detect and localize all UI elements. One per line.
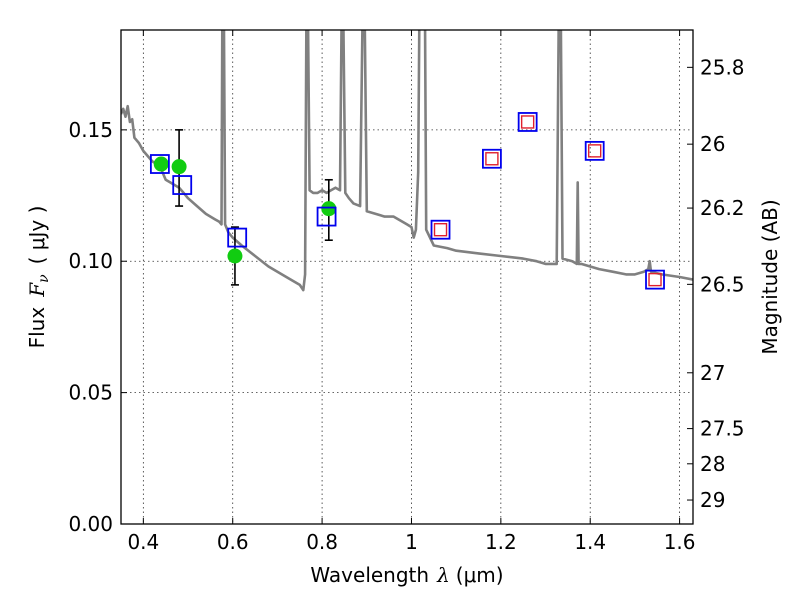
observed-flux-point (227, 248, 243, 264)
predicted-photometry-inner-square (433, 223, 448, 237)
y2-tick-label: 29 (700, 488, 725, 512)
x-tick-label: 1.2 (485, 530, 517, 554)
x-tick-label: 1.6 (664, 530, 696, 554)
model-photometry-square (227, 227, 248, 248)
plot-frame (120, 29, 694, 525)
model-photometry-square (149, 154, 170, 174)
y-tick-label: 0.15 (68, 118, 113, 142)
x-tick-label: 0.8 (306, 530, 338, 554)
y2-tick-label: 25.8 (700, 55, 745, 79)
y-axis-title: FluxFν( μJy ) (25, 206, 52, 349)
model-spectrum-line (121, 30, 693, 292)
model-photometry-square (172, 175, 193, 195)
predicted-photometry-square (482, 148, 502, 169)
y-tick-label: 0.10 (68, 249, 113, 273)
predicted-photometry-square (517, 112, 538, 132)
predicted-photometry-square (430, 219, 451, 240)
grid (121, 30, 693, 524)
predicted-photometry-inner-square (587, 144, 602, 158)
y2-tick-label: 27 (700, 361, 725, 385)
x-tick-label: 1.4 (574, 530, 606, 554)
predicted-photometry-inner-square (648, 272, 662, 287)
axis-ticks: 0.4 0.6 0.8 1 1.2 1.4 1.6 0.00 0.05 0.10 0.15 25.8 2… (68, 30, 745, 554)
x-tick-label: 0.6 (217, 530, 249, 554)
plot-area (121, 30, 693, 292)
y-tick-label: 0.00 (68, 512, 113, 536)
y2-tick-label: 26.5 (700, 272, 745, 296)
predicted-photometry-square (584, 140, 605, 161)
predicted-photometry-inner-square (520, 115, 535, 129)
x-tick-label: 0.4 (127, 530, 159, 554)
model-photometry-square (316, 206, 337, 227)
y2-tick-label: 27.5 (700, 417, 745, 441)
y2-tick-label: 26 (700, 132, 725, 156)
y2-tick-label: 28 (700, 452, 725, 476)
y2-axis-title: Magnitude (AB) (758, 199, 782, 354)
predicted-photometry-inner-square (485, 152, 499, 166)
observed-flux-point (153, 156, 169, 172)
observed-flux-point (171, 159, 187, 175)
y2-tick-label: 26.2 (700, 196, 745, 220)
y-tick-label: 0.05 (68, 381, 113, 405)
observed-flux-point (321, 201, 337, 217)
predicted-photometry-square (645, 269, 665, 290)
x-axis-title: Wavelength λ (μm) (310, 563, 503, 587)
x-tick-label: 1 (405, 530, 418, 554)
